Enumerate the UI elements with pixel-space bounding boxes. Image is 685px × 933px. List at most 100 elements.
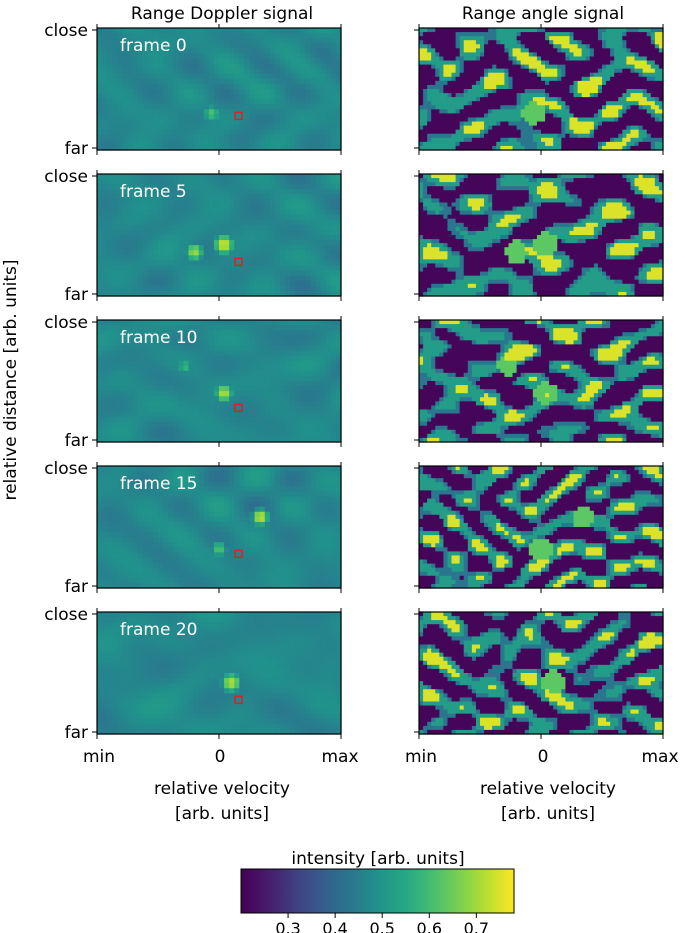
heatmap-cell (198, 119, 205, 126)
heatmap-cell (152, 73, 159, 80)
heatmap-cell (335, 174, 342, 180)
heatmap-cell (634, 186, 640, 191)
heatmap-cell (152, 83, 159, 90)
heatmap-cell (488, 105, 493, 110)
heatmap-cell (320, 174, 327, 180)
heatmap-cell (290, 245, 296, 251)
heatmap-cell (496, 68, 501, 74)
heatmap-cell (585, 206, 591, 212)
heatmap-cell (459, 214, 465, 220)
heatmap-cell (589, 40, 595, 45)
heatmap-cell (208, 129, 215, 136)
heatmap-cell (597, 40, 603, 45)
heatmap-cell (626, 48, 632, 53)
heatmap-cell (158, 184, 164, 190)
heatmap-cell (188, 114, 195, 121)
heatmap-cell (443, 214, 449, 220)
heatmap-cell (264, 240, 271, 246)
heatmap-cell (335, 119, 342, 126)
heatmap-cell (500, 117, 505, 123)
heatmap-cell (581, 174, 587, 179)
heatmap-cell (508, 28, 514, 33)
heatmap-cell (431, 76, 436, 82)
heatmap-cell (528, 222, 534, 228)
heatmap-cell (496, 113, 501, 119)
heatmap-cell (569, 84, 575, 90)
heatmap-cell (234, 73, 240, 80)
heatmap-cell (188, 235, 195, 241)
heatmap-cell (132, 104, 139, 110)
heatmap-cell (431, 218, 436, 224)
heatmap-cell (158, 189, 164, 195)
heatmap-cell (112, 245, 118, 251)
heatmap-cell (439, 36, 444, 41)
heatmap-cell (459, 137, 465, 143)
heatmap-cell (280, 94, 286, 100)
heatmap-cell (229, 89, 235, 95)
heatmap-cell (589, 226, 595, 232)
heatmap-cell (516, 44, 522, 49)
heatmap-cell (549, 117, 554, 123)
heatmap-cell (152, 224, 159, 231)
heatmap-cell (229, 124, 235, 131)
heatmap-cell (541, 174, 546, 179)
heatmap-cell (431, 113, 436, 119)
heatmap-cell (634, 28, 640, 33)
heatmap-cell (658, 40, 664, 45)
heatmap-cell (439, 214, 444, 220)
heatmap-cell (480, 64, 485, 70)
heatmap-cell (431, 89, 436, 94)
heatmap-cell (427, 226, 432, 232)
heatmap-cell (488, 28, 493, 33)
heatmap-cell (492, 137, 497, 143)
heatmap-cell (610, 84, 615, 90)
heatmap-cell (581, 190, 587, 195)
heatmap-cell (618, 117, 623, 123)
heatmap-cell (173, 28, 179, 34)
heatmap-cell (152, 260, 159, 267)
heatmap-cell (471, 230, 477, 236)
heatmap-cell (496, 40, 501, 45)
heatmap-cell (300, 43, 307, 49)
heatmap-cell (565, 226, 571, 232)
heatmap-cell (593, 64, 599, 70)
heatmap-cell (183, 174, 190, 180)
heatmap-cell (178, 184, 185, 190)
heatmap-cell (581, 93, 587, 98)
heatmap-cell (504, 222, 510, 228)
heatmap-cell (589, 174, 595, 179)
heatmap-cell (259, 229, 266, 236)
heatmap-cell (585, 89, 591, 94)
heatmap-cell (610, 56, 615, 62)
heatmap-cell (305, 229, 312, 236)
heatmap-cell (488, 68, 493, 74)
heatmap-cell (443, 101, 449, 106)
heatmap-cell (475, 222, 481, 228)
heatmap-cell (451, 84, 457, 90)
heatmap-cell (463, 36, 469, 41)
heatmap-cell (285, 68, 291, 75)
heatmap-cell (520, 52, 526, 58)
heatmap-cell (549, 28, 554, 33)
heatmap-cell (634, 129, 640, 135)
heatmap-cell (626, 226, 632, 232)
heatmap-cell (439, 186, 444, 191)
heatmap-cell (259, 290, 266, 297)
heatmap-cell (463, 133, 469, 139)
heatmap-cell (102, 78, 108, 85)
heatmap-cell (471, 222, 477, 228)
heatmap-cell (117, 184, 124, 190)
heatmap-cell (467, 190, 473, 195)
heatmap-cell (208, 28, 215, 34)
heatmap-cell (435, 52, 440, 58)
heatmap-cell (504, 137, 510, 143)
heatmap-cell (244, 280, 251, 287)
heatmap-cell (565, 174, 571, 179)
heatmap-cell (234, 99, 240, 105)
heatmap-cell (455, 101, 461, 106)
heatmap-cell (97, 179, 103, 185)
heatmap-cell (173, 129, 179, 136)
heatmap-cell (512, 198, 518, 204)
heatmap-cell (577, 210, 583, 216)
heatmap-cell (451, 72, 457, 78)
